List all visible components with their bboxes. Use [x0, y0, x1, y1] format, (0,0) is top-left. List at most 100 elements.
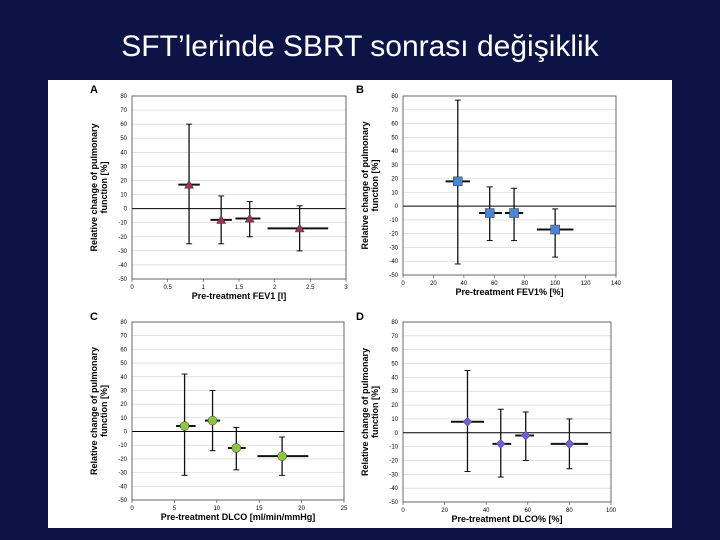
x-tick-label: 3: [344, 285, 348, 291]
y-tick-label: 10: [120, 416, 127, 422]
plot-frame: [402, 95, 617, 276]
x-tick-label: 100: [606, 508, 617, 514]
panel-letter: D: [356, 311, 364, 323]
data-marker: [453, 176, 463, 187]
y-tick-label: -40: [118, 263, 127, 269]
data-point: [445, 99, 470, 265]
y-tick-label: 50: [391, 135, 398, 141]
x-tick-label: 1: [202, 285, 206, 291]
y-tick-label: -10: [118, 221, 127, 227]
y-tick-label: 0: [395, 431, 399, 437]
x-axis-title: Pre-treatment DLCO% [%]: [451, 514, 562, 524]
data-marker: [520, 430, 531, 441]
data-point: [204, 389, 221, 452]
panel-b: B -50 -40 -30 -20 -10 0 10 20 30 40 50 60 70 80 0 20 40 60…: [356, 84, 622, 297]
data-marker: [184, 179, 194, 189]
panel-letter: B: [356, 84, 364, 96]
y-tick-label: 30: [391, 163, 398, 169]
x-tick-label: 1.5: [235, 285, 244, 291]
x-tick-label: 80: [566, 508, 573, 514]
y-tick-label: 60: [391, 122, 398, 128]
plot-frame: [402, 321, 612, 503]
y-tick-label: 20: [391, 403, 398, 409]
y-axis-title: Relative change of pulmonaryfunction [%]: [360, 348, 380, 476]
data-point: [504, 187, 524, 242]
data-marker: [509, 208, 519, 218]
data-point: [479, 186, 502, 242]
y-tick-label: -10: [389, 445, 398, 451]
y-tick-label: 0: [124, 430, 128, 436]
x-tick-label: 0: [401, 281, 405, 287]
y-tick-label: -10: [389, 218, 398, 224]
y-tick-label: -50: [389, 273, 398, 279]
data-marker: [207, 415, 218, 426]
panel-letter: A: [90, 84, 98, 96]
data-marker: [216, 214, 227, 224]
x-tick-label: 100: [550, 281, 561, 287]
panel-a: A -50 -40 -30 -20 -10 0 10 20 30 40 50 60 70 80 0 0.5 1 1.…: [89, 84, 348, 301]
y-tick-label: 10: [391, 417, 398, 423]
data-marker: [550, 224, 560, 235]
y-tick-label: 50: [120, 361, 127, 367]
data-point: [536, 208, 574, 258]
y-tick-label: 20: [120, 402, 127, 408]
y-tick-label: 0: [124, 207, 128, 213]
y-tick-label: 20: [120, 178, 127, 184]
y-tick-label: -20: [118, 457, 127, 463]
slide-title: SFT’lerinde SBRT sonrası değişiklik: [121, 30, 599, 63]
y-tick-label: -40: [389, 259, 398, 265]
x-tick-label: 10: [213, 506, 220, 512]
y-tick-label: 20: [391, 177, 398, 183]
plot-frame: [131, 321, 345, 501]
y-tick-label: 60: [120, 122, 127, 128]
y-tick-label: -50: [389, 500, 398, 506]
x-tick-label: 60: [491, 281, 498, 287]
data-marker: [294, 223, 305, 233]
y-tick-label: 40: [391, 149, 398, 155]
data-point: [550, 418, 589, 470]
y-tick-label: 80: [120, 320, 127, 326]
y-tick-label: 40: [120, 150, 127, 156]
y-tick-label: 70: [120, 334, 127, 340]
y-axis-title: Relative change of pulmonaryfunction [%]: [89, 347, 109, 475]
data-point: [450, 369, 485, 473]
y-tick-label: -20: [389, 458, 398, 464]
x-axis-title: Pre-treatment DLCO [ml/min/mmHg]: [161, 512, 316, 522]
data-point: [176, 373, 196, 476]
data-point: [235, 201, 261, 238]
y-tick-label: 80: [391, 94, 398, 100]
y-tick-label: 30: [391, 389, 398, 395]
x-tick-label: 2: [273, 285, 277, 291]
x-tick-label: 20: [441, 508, 448, 514]
y-tick-label: 50: [120, 136, 127, 142]
data-marker: [484, 208, 495, 218]
y-tick-label: -30: [118, 471, 127, 477]
y-tick-label: 0: [395, 204, 399, 210]
data-point: [267, 205, 329, 252]
y-tick-label: 80: [120, 94, 127, 100]
data-marker: [231, 443, 242, 453]
panel-letter: C: [90, 311, 98, 323]
y-tick-label: 70: [391, 108, 398, 114]
figure-panel-grid: A -50 -40 -30 -20 -10 0 10 20 30 40 50 60 70 80 0 0.5 1 1.…: [48, 80, 672, 528]
y-tick-label: -10: [118, 443, 127, 449]
y-axis-title: Relative change of pulmonaryfunction [%]: [360, 121, 380, 249]
x-tick-label: 140: [611, 281, 622, 287]
y-tick-label: -50: [118, 277, 127, 283]
x-axis-title: Pre-treatment FEV1% [%]: [455, 287, 563, 297]
y-tick-label: 70: [391, 334, 398, 340]
y-tick-label: 10: [120, 193, 127, 199]
data-point: [515, 411, 535, 461]
x-tick-label: 15: [256, 506, 263, 512]
y-axis-title: Relative change of pulmonaryfunction [%]: [89, 123, 109, 251]
x-tick-label: 60: [524, 508, 531, 514]
data-marker: [495, 438, 506, 449]
y-tick-label: -40: [389, 486, 398, 492]
plot-frame: [131, 95, 347, 280]
data-point: [227, 426, 246, 471]
x-tick-label: 0: [401, 508, 405, 514]
data-point: [178, 123, 200, 245]
y-tick-label: -40: [118, 484, 127, 490]
x-tick-label: 120: [581, 281, 592, 287]
x-tick-label: 20: [430, 281, 437, 287]
